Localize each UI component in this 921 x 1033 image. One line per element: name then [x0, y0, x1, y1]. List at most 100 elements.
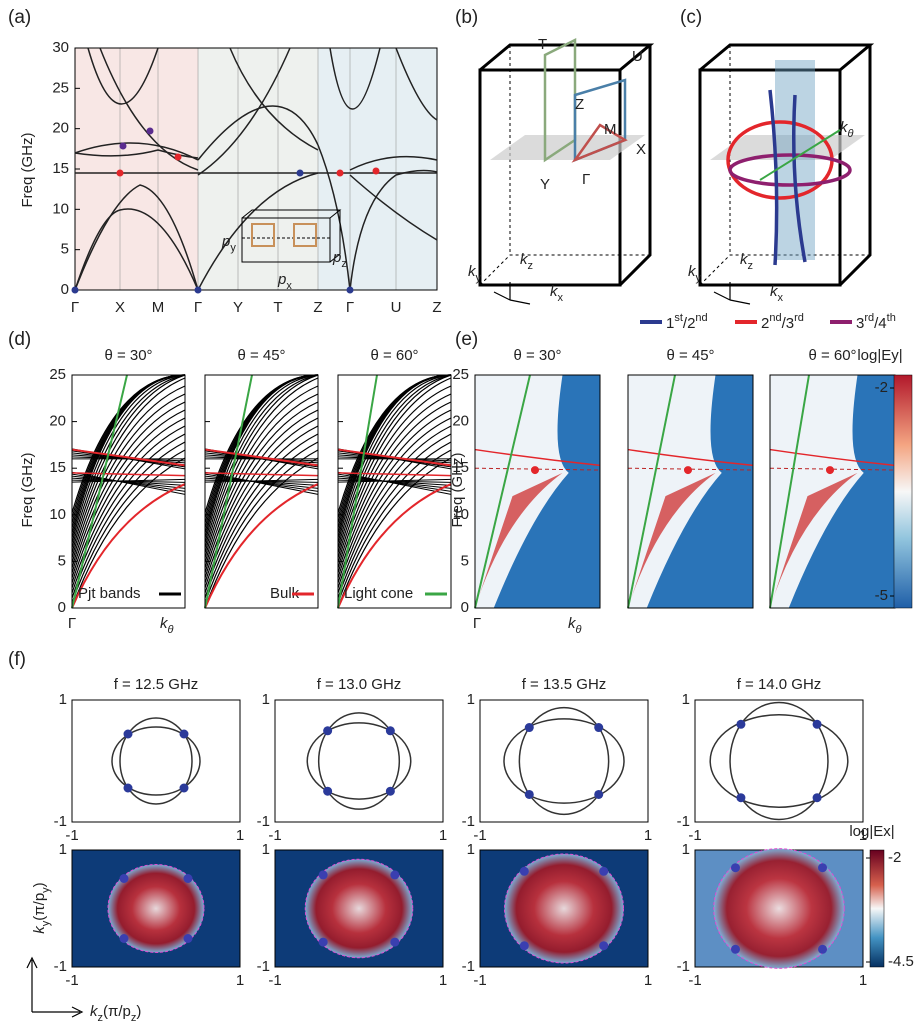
point — [818, 945, 827, 954]
subplot-title: θ = 45° — [237, 347, 285, 364]
point — [525, 723, 534, 732]
colorbar-tick-label: -2 — [888, 849, 901, 866]
point — [297, 170, 304, 177]
point — [124, 784, 133, 793]
text-part: p — [332, 249, 341, 266]
point — [520, 941, 529, 950]
x-tick-label: 1 — [644, 972, 652, 989]
point — [520, 867, 529, 876]
text-part: (π/p — [103, 1003, 131, 1020]
panel-label: (c) — [680, 7, 702, 28]
x-tick-label: Γ — [68, 615, 76, 632]
text-part: z — [748, 260, 754, 272]
x-tick-label: Z — [313, 299, 322, 316]
point-label: Y — [540, 176, 550, 193]
text-part: ) — [31, 882, 48, 887]
subplot-title: f = 14.0 GHz — [737, 676, 822, 693]
point-label: T — [538, 36, 547, 53]
y-tick-label: 1 — [59, 841, 67, 858]
point — [390, 870, 399, 879]
y-axis-label: Freq (GHz) — [19, 452, 36, 527]
colorbar-tick-label: -4.5 — [888, 953, 914, 970]
subplot-title: θ = 30° — [513, 347, 561, 364]
axis-label: kz — [740, 251, 753, 272]
y-tick-label: 1 — [467, 841, 475, 858]
y-tick-label: 25 — [52, 79, 69, 96]
subplot-title: f = 12.5 GHz — [114, 676, 199, 693]
text-part: /2 — [683, 315, 696, 332]
point — [180, 784, 189, 793]
point — [117, 170, 124, 177]
point — [390, 938, 399, 947]
x-tick-label: 1 — [859, 972, 867, 989]
point — [323, 726, 332, 735]
text-part: x — [778, 292, 784, 304]
y-tick-label: -1 — [54, 813, 67, 830]
y-tick-label: 1 — [682, 841, 690, 858]
x-tick-label: -1 — [688, 972, 701, 989]
y-tick-label: -1 — [257, 958, 270, 975]
x-tick-label: 1 — [439, 972, 447, 989]
y-tick-label: 0 — [58, 599, 66, 616]
curve — [338, 375, 377, 608]
point — [826, 466, 834, 474]
text-part: 1 — [666, 315, 674, 332]
y-tick-label: -1 — [462, 958, 475, 975]
x-tick-label: -1 — [688, 827, 701, 844]
text-part: nd — [695, 312, 707, 324]
text-part: rd — [864, 312, 874, 324]
text-part: rd — [794, 312, 804, 324]
point — [184, 934, 193, 943]
frame — [275, 700, 443, 822]
subplot-title: θ = 30° — [104, 347, 152, 364]
y-axis-label: Freq (GHz) — [449, 452, 466, 527]
point — [731, 863, 740, 872]
colorbar — [870, 850, 884, 967]
point — [531, 466, 539, 474]
x-tick-label: Y — [233, 299, 243, 316]
x-tick-label: Γ — [346, 299, 354, 316]
x-tick-label: Γ — [194, 299, 202, 316]
point — [319, 938, 328, 947]
panel-label: (d) — [8, 329, 31, 350]
y-tick-label: 20 — [452, 413, 469, 430]
point — [373, 168, 380, 175]
text-part: st — [674, 312, 683, 324]
y-tick-label: -1 — [54, 958, 67, 975]
text-part: θ — [576, 624, 582, 636]
point — [120, 934, 129, 943]
y-tick-label: 0 — [461, 599, 469, 616]
point — [195, 287, 202, 294]
colorbar-label: log|Ex| — [849, 823, 894, 840]
point — [813, 793, 822, 802]
legend-label: Pjt bands — [78, 585, 141, 602]
x-tick-label: -1 — [268, 972, 281, 989]
x-tick-label: -1 — [65, 972, 78, 989]
x-tick-label: kθ — [160, 615, 174, 636]
colorbar-tick-label: -2 — [875, 379, 888, 396]
colorbar-tick-label: -5 — [875, 587, 888, 604]
point — [386, 726, 395, 735]
point — [684, 466, 692, 474]
y-axis-label: Freq (GHz) — [19, 132, 36, 207]
x-tick-label: -1 — [473, 827, 486, 844]
curve — [72, 418, 185, 583]
point-label: Z — [575, 96, 584, 113]
x-tick-label: Γ — [473, 615, 481, 632]
point — [347, 287, 354, 294]
y-tick-label: 5 — [58, 552, 66, 569]
y-tick-label: 15 — [52, 160, 69, 177]
legend-label: Light cone — [344, 585, 413, 602]
panel-label: (e) — [455, 329, 478, 350]
text-part: 2 — [761, 315, 769, 332]
y-axis-label: ky(π/py) — [31, 882, 52, 933]
frame — [695, 700, 863, 822]
point — [731, 945, 740, 954]
text-part: /3 — [782, 315, 795, 332]
point — [818, 863, 827, 872]
subplot-title: θ = 60° — [808, 347, 856, 364]
curve — [338, 418, 451, 583]
y-tick-label: 1 — [682, 691, 690, 708]
y-tick-label: 1 — [262, 841, 270, 858]
y-tick-label: 1 — [59, 691, 67, 708]
